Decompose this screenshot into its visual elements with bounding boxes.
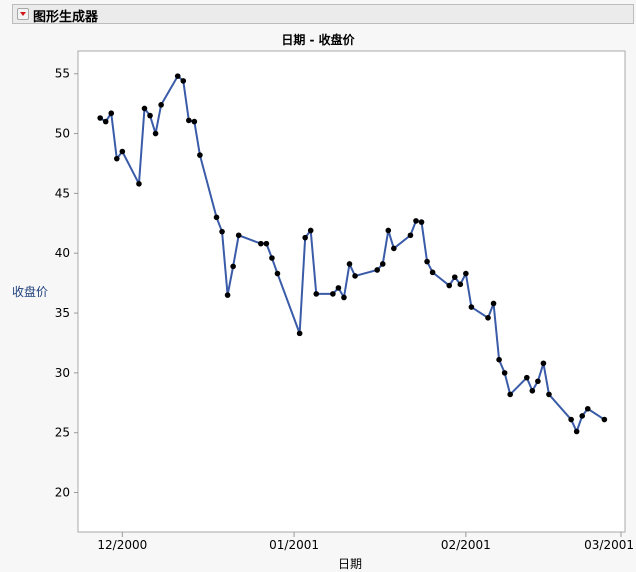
data-point <box>352 273 358 279</box>
red-triangle-menu-icon[interactable] <box>17 8 29 20</box>
graph-builder-title: 图形生成器 <box>33 10 99 25</box>
data-point <box>584 405 591 412</box>
graph-builder-header: 图形生成器 <box>12 4 634 25</box>
data-point <box>174 73 181 79</box>
data-point <box>219 228 225 235</box>
data-point <box>224 292 231 298</box>
data-point <box>507 391 513 398</box>
y-tick-label: 35 <box>55 306 70 320</box>
data-point <box>307 227 314 234</box>
x-tick-label: 02/2001 <box>441 538 491 552</box>
data-point <box>186 117 192 124</box>
y-tick-label: 20 <box>55 486 70 500</box>
plot-area <box>77 50 626 533</box>
data-point <box>313 291 320 297</box>
data-point <box>490 300 497 307</box>
x-axis-label[interactable]: 日期 <box>337 557 362 571</box>
y-tick-label: 50 <box>55 127 70 141</box>
data-point <box>457 281 464 288</box>
data-point <box>274 270 281 277</box>
x-tick-label: 03/2001 <box>584 538 634 552</box>
data-point <box>540 360 547 367</box>
data-point <box>213 214 220 221</box>
data-point <box>158 102 164 108</box>
data-point <box>451 274 458 280</box>
data-point <box>102 118 109 125</box>
data-point <box>235 232 242 239</box>
data-point <box>413 218 419 224</box>
data-point <box>119 148 126 155</box>
data-point <box>385 227 392 234</box>
data-point <box>263 240 270 247</box>
data-point <box>108 110 115 117</box>
data-point <box>568 416 574 423</box>
data-point <box>302 234 308 241</box>
y-tick-label: 25 <box>55 426 70 440</box>
data-point <box>579 413 586 419</box>
data-point <box>535 378 541 385</box>
data-point <box>468 304 475 310</box>
y-axis-label[interactable]: 收盘价 <box>12 285 49 299</box>
data-point <box>136 181 142 187</box>
data-point <box>180 78 187 84</box>
data-point <box>418 219 425 225</box>
data-point <box>330 291 336 297</box>
y-tick-label: 45 <box>55 186 70 200</box>
data-point <box>424 258 430 265</box>
data-point <box>152 130 159 137</box>
data-point <box>485 315 491 321</box>
x-tick-label: 12/2000 <box>97 538 147 552</box>
data-point <box>335 285 342 291</box>
y-tick-label: 30 <box>55 366 70 380</box>
data-point <box>113 155 120 162</box>
data-point <box>529 388 536 394</box>
data-point <box>191 118 198 125</box>
data-point <box>269 255 275 261</box>
chart-title: 日期 - 收盘价 <box>281 33 355 47</box>
data-point <box>501 370 508 376</box>
data-point <box>379 261 386 267</box>
data-point <box>524 374 530 381</box>
data-point <box>573 428 580 435</box>
data-point <box>147 112 153 119</box>
data-point <box>141 105 148 112</box>
data-point <box>197 152 203 158</box>
data-point <box>601 416 608 423</box>
data-point <box>407 232 414 239</box>
data-point <box>346 261 353 267</box>
data-point <box>546 391 552 398</box>
data-point <box>429 269 436 276</box>
x-tick-label: 01/2001 <box>269 538 319 552</box>
data-point <box>341 294 347 301</box>
data-point <box>374 267 381 273</box>
data-point <box>296 330 303 337</box>
y-tick-label: 55 <box>55 67 70 81</box>
y-tick-label: 40 <box>55 246 70 260</box>
data-point <box>496 356 502 363</box>
data-point <box>463 270 469 277</box>
data-point <box>97 115 103 121</box>
data-point <box>230 263 236 270</box>
data-point <box>446 282 453 289</box>
data-point <box>391 245 397 252</box>
data-point <box>258 240 264 247</box>
